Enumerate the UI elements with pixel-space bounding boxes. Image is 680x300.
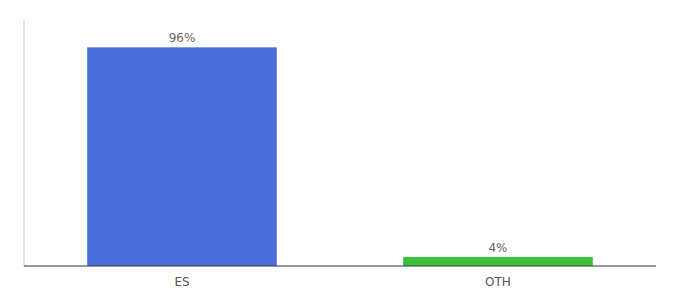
x-tick-label: OTH: [485, 275, 511, 289]
x-tick-labels: ES OTH: [174, 275, 511, 289]
x-axis-line: [24, 266, 656, 267]
chart-container: 96% 4% ES OTH: [0, 0, 680, 300]
data-labels: 96% 4%: [169, 31, 508, 255]
plot-area: [24, 20, 656, 266]
bar: [87, 47, 277, 266]
data-label: 96%: [169, 31, 196, 45]
bars: [87, 47, 593, 266]
bar: [403, 257, 593, 266]
data-label: 4%: [488, 241, 507, 255]
chart-svg: 96% 4% ES OTH: [0, 0, 680, 300]
y-axis-line: [24, 20, 25, 266]
x-tick-label: ES: [174, 275, 189, 289]
